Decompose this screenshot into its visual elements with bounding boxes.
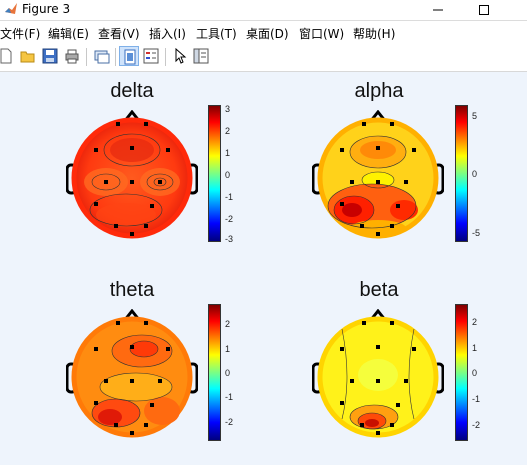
colorbar-theta xyxy=(208,304,221,441)
toolbar-separator xyxy=(165,48,166,66)
colorbar-tick: -2 xyxy=(225,417,234,427)
electrode-markers xyxy=(94,122,170,236)
colorbar-tick: -5 xyxy=(472,228,481,238)
window-titlebar: Figure 3 xyxy=(0,0,527,21)
cursor-icon xyxy=(175,48,187,64)
menu-tools[interactable]: 工具(T) xyxy=(196,27,237,41)
topoplot-beta xyxy=(312,309,444,438)
colorbar-tick: -2 xyxy=(225,214,234,224)
menu-insert[interactable]: 插入(I) xyxy=(149,27,186,41)
menu-bar: 文件(F) 编辑(E) 查看(V) 插入(I) 工具(T) 桌面(D) 窗口(W… xyxy=(0,21,527,43)
colorbar-tick: 3 xyxy=(225,104,231,114)
toolbar-separator xyxy=(115,48,116,66)
save-icon xyxy=(42,48,58,64)
dock-figure-button[interactable] xyxy=(119,46,139,66)
plot-title-theta: theta xyxy=(109,279,155,301)
colorbar-tick: 1 xyxy=(472,343,478,353)
dock-icon xyxy=(124,49,136,65)
toolbar-separator xyxy=(86,48,87,66)
menu-desktop[interactable]: 桌面(D) xyxy=(246,27,289,41)
colorbar-tick: -2 xyxy=(472,420,481,430)
minimize-icon xyxy=(433,9,443,11)
colorbar-tick: 2 xyxy=(225,126,231,136)
insert-legend-button[interactable] xyxy=(141,46,161,66)
colorbar-tick: -1 xyxy=(472,394,481,404)
link-icon xyxy=(94,50,110,64)
print-icon xyxy=(65,49,79,64)
menu-help[interactable]: 帮助(H) xyxy=(353,27,396,41)
electrode-markers xyxy=(94,321,170,435)
colorbar-tick: 1 xyxy=(225,344,231,354)
link-plot-button[interactable] xyxy=(92,46,112,66)
plot-title-alpha: alpha xyxy=(354,80,404,102)
menu-file[interactable]: 文件(F) xyxy=(0,27,41,41)
electrode-markers xyxy=(340,122,416,236)
topoplot-theta xyxy=(66,309,198,438)
menu-window[interactable]: 窗口(W) xyxy=(299,27,345,41)
insert-legend-icon xyxy=(143,48,159,64)
menu-edit[interactable]: 编辑(E) xyxy=(48,27,89,41)
colorbar-tick: 0 xyxy=(225,368,231,378)
open-file-button[interactable] xyxy=(18,46,38,66)
new-figure-button[interactable] xyxy=(0,46,16,66)
colorbar-tick: -1 xyxy=(225,192,234,202)
new-file-icon xyxy=(0,48,12,64)
colorbar-tick: 0 xyxy=(225,170,231,180)
topoplot-alpha xyxy=(312,110,444,239)
property-editor-icon xyxy=(193,48,209,64)
colorbar-tick: 5 xyxy=(472,111,478,121)
colorbar-tick: 0 xyxy=(472,169,478,179)
print-button[interactable] xyxy=(62,46,82,66)
topoplot-delta xyxy=(66,110,198,239)
open-folder-icon xyxy=(20,51,35,63)
colorbar-tick: 2 xyxy=(472,317,478,327)
edit-plot-button[interactable] xyxy=(170,46,190,66)
save-button[interactable] xyxy=(40,46,60,66)
menu-view[interactable]: 查看(V) xyxy=(98,27,140,41)
colorbar-tick: 0 xyxy=(472,368,478,378)
plot-title-delta: delta xyxy=(110,80,154,102)
colorbar-beta xyxy=(455,304,468,441)
maximize-button[interactable] xyxy=(461,0,507,20)
electrode-markers xyxy=(340,321,416,435)
colorbar-tick: 2 xyxy=(225,319,231,329)
colorbar-delta xyxy=(208,105,221,242)
window-title: Figure 3 xyxy=(22,2,71,16)
colorbar-tick: 1 xyxy=(225,148,231,158)
figure-canvas[interactable]: delta 3 2 xyxy=(0,72,527,465)
figure-toolbar xyxy=(0,43,527,72)
colorbar-tick: -3 xyxy=(225,234,234,244)
minimize-button[interactable] xyxy=(415,0,461,20)
matlab-logo-icon xyxy=(5,3,17,14)
property-editor-button[interactable] xyxy=(191,46,211,66)
colorbar-tick: -1 xyxy=(225,392,234,402)
colorbar-alpha xyxy=(455,105,468,242)
maximize-icon xyxy=(479,5,489,15)
plot-title-beta: beta xyxy=(359,279,399,301)
